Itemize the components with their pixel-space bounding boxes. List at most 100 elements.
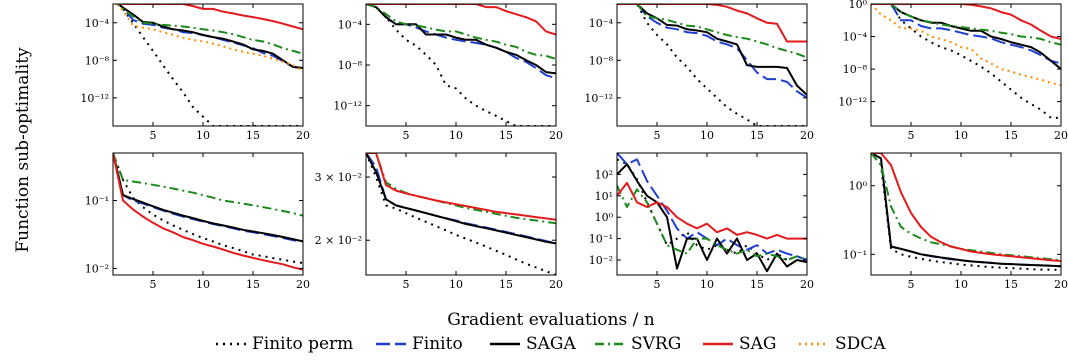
y-tick-label: 10⁻⁴ bbox=[589, 17, 614, 30]
series-line-finito-perm bbox=[366, 4, 556, 126]
x-tick-label: 5 bbox=[908, 278, 915, 291]
series-line-finito-perm bbox=[116, 4, 303, 126]
series-line-finito bbox=[116, 4, 303, 69]
x-tick-label: 10 bbox=[700, 278, 714, 291]
series-line-finito-perm bbox=[366, 153, 556, 275]
series-line-saga bbox=[871, 153, 1061, 268]
y-tick-label: 10⁻⁸ bbox=[85, 54, 110, 67]
x-tick-label: 20 bbox=[296, 129, 310, 142]
x-tick-label: 15 bbox=[750, 129, 764, 142]
y-tick-label: 10² bbox=[595, 168, 613, 181]
plot-frame bbox=[870, 152, 1062, 276]
legend-item-svrg: SVRG bbox=[595, 334, 681, 354]
series-line-svrg bbox=[366, 153, 556, 225]
series-line-svrg bbox=[871, 153, 1061, 262]
subplot-3: 5 10 15 20 10⁻⁴ 10⁻⁸ 10⁻¹² bbox=[584, 3, 814, 142]
series-line-finito bbox=[366, 4, 556, 80]
legend-label: Finito perm bbox=[252, 334, 353, 354]
x-tick-label: 20 bbox=[549, 129, 563, 142]
series-group bbox=[366, 153, 556, 275]
legend: Finito perm Finito SAGA SVRG SAG SDCA bbox=[216, 334, 886, 354]
x-tick-label: 20 bbox=[800, 278, 814, 291]
y-tick-label: 10⁻¹ bbox=[843, 248, 867, 261]
series-line-sag bbox=[617, 181, 807, 240]
series-line-saga bbox=[113, 153, 303, 243]
plot-frame bbox=[870, 3, 1062, 127]
series-line-finito bbox=[366, 153, 556, 245]
y-tick-label: 10⁻⁴ bbox=[85, 17, 110, 30]
legend-label: SAGA bbox=[526, 334, 577, 354]
series-group bbox=[113, 153, 303, 271]
series-line-sag bbox=[120, 4, 303, 31]
y-tick-label: 10⁰ bbox=[595, 211, 614, 224]
x-tick-label: 10 bbox=[449, 278, 463, 291]
x-tick-label: 15 bbox=[246, 129, 260, 142]
y-tick-label: 10⁻¹ bbox=[85, 194, 109, 207]
y-axis-label: Function sub-optimality bbox=[13, 47, 33, 253]
plot-frame bbox=[365, 152, 557, 276]
y-tick-label: 10⁻⁸ bbox=[843, 63, 868, 76]
legend-label: SDCA bbox=[835, 334, 886, 354]
legend-item-sag: SAG bbox=[703, 334, 777, 354]
x-tick-label: 20 bbox=[549, 278, 563, 291]
y-tick-label: 10⁻⁸ bbox=[589, 54, 614, 67]
y-tick-label: 3 × 10⁻² bbox=[315, 171, 362, 184]
y-tick-label: 10⁻¹ bbox=[589, 233, 613, 246]
subplot-5: 5 10 15 20 10⁻¹ 10⁻² bbox=[85, 152, 310, 291]
series-line-svrg bbox=[617, 4, 807, 59]
legend-item-finito-perm: Finito perm bbox=[216, 334, 353, 354]
series-group bbox=[366, 4, 556, 126]
series-line-sag bbox=[871, 153, 1061, 262]
y-tick-label: 10⁻² bbox=[85, 262, 109, 275]
series-line-saga bbox=[116, 4, 303, 69]
x-tick-label: 10 bbox=[449, 129, 463, 142]
y-tick-label: 10⁻¹² bbox=[80, 92, 109, 105]
x-tick-label: 20 bbox=[1054, 129, 1068, 142]
series-line-svrg bbox=[116, 4, 303, 55]
series-group bbox=[115, 4, 303, 126]
x-tick-label: 10 bbox=[954, 278, 968, 291]
subplots-grid: 5 10 15 20 10⁻⁴ 10⁻⁸ 10⁻¹² 5 10 15 20 10⁻⁴ 10⁻⁸ 10⁻¹²… bbox=[80, 0, 1068, 291]
series-line-finito bbox=[871, 4, 1061, 65]
x-tick-label: 5 bbox=[150, 278, 157, 291]
legend-label: Finito bbox=[412, 334, 463, 354]
x-tick-label: 5 bbox=[654, 278, 661, 291]
y-tick-label: 10⁻¹² bbox=[584, 92, 613, 105]
x-tick-label: 15 bbox=[499, 129, 513, 142]
y-tick-label: 10⁻⁴ bbox=[338, 18, 363, 31]
series-group bbox=[617, 153, 807, 273]
series-line-finito-perm bbox=[617, 158, 807, 261]
y-tick-label: 10⁰ bbox=[849, 0, 868, 11]
subplot-6: 5 10 15 20 3 × 10⁻² 2 × 10⁻² bbox=[315, 152, 563, 291]
legend-item-finito: Finito bbox=[376, 334, 463, 354]
x-tick-label: 5 bbox=[403, 129, 410, 142]
y-tick-label: 10⁻² bbox=[589, 254, 613, 267]
x-tick-label: 15 bbox=[750, 278, 764, 291]
x-tick-label: 15 bbox=[1004, 129, 1018, 142]
series-line-saga bbox=[617, 163, 807, 273]
series-line-finito bbox=[617, 4, 807, 99]
series-line-svrg bbox=[113, 153, 303, 217]
y-tick-label: 10⁰ bbox=[849, 180, 868, 193]
legend-item-saga: SAGA bbox=[490, 334, 577, 354]
series-line-saga bbox=[366, 4, 556, 75]
legend-label: SAG bbox=[739, 334, 777, 354]
series-group bbox=[871, 153, 1061, 272]
x-tick-label: 10 bbox=[954, 129, 968, 142]
y-tick-label: 10⁻¹² bbox=[838, 96, 867, 109]
y-tick-label: 10⁻⁴ bbox=[843, 31, 868, 44]
series-line-svrg bbox=[871, 4, 1061, 46]
x-tick-label: 5 bbox=[908, 129, 915, 142]
series-line-sag bbox=[366, 153, 556, 221]
legend-item-sdca: SDCA bbox=[799, 334, 886, 354]
series-line-sdca bbox=[115, 4, 303, 72]
series-line-sag bbox=[113, 153, 303, 271]
y-tick-label: 10⁻⁸ bbox=[338, 59, 363, 72]
x-tick-label: 20 bbox=[800, 129, 814, 142]
plot-frame bbox=[616, 152, 808, 276]
plot-frame bbox=[112, 3, 304, 127]
series-line-sdca bbox=[871, 4, 1061, 87]
x-tick-label: 5 bbox=[403, 278, 410, 291]
x-tick-label: 10 bbox=[700, 129, 714, 142]
